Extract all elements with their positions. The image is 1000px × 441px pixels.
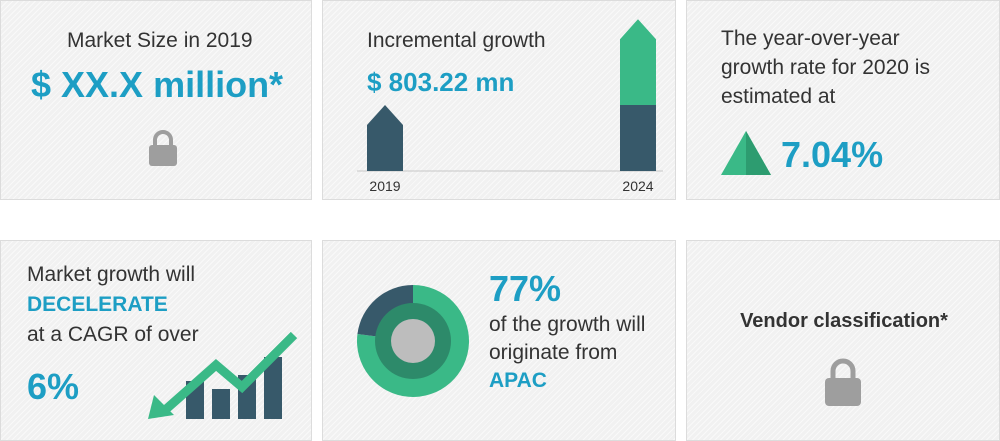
region-text-line1: of the growth will — [489, 313, 646, 336]
cagr-text-line1: Market growth will — [27, 263, 196, 286]
bar-base-2019 — [367, 105, 403, 171]
yoy-text-line1: The year-over-year — [721, 27, 900, 50]
market-size-label: Market Size in 2019 — [67, 29, 253, 52]
incremental-growth-card: Incremental growth $ 803.22 mn 2019 2024 — [322, 0, 676, 200]
region-highlight: APAC — [489, 369, 547, 392]
region-text-line2: originate from — [489, 341, 618, 364]
yoy-growth-card: The year-over-year growth rate for 2020 … — [686, 0, 1000, 200]
bar-increment-2024 — [620, 19, 656, 106]
tick-label-2024: 2024 — [622, 178, 653, 194]
vendor-label: Vendor classification* — [740, 310, 948, 332]
triangle-up-icon — [721, 131, 771, 175]
vendor-card: Vendor classification* — [686, 240, 1000, 441]
market-size-card: Market Size in 2019 $ XX.X million* — [0, 0, 312, 200]
donut-hole — [391, 319, 435, 363]
trend-arrow-icon — [148, 331, 298, 419]
tick-label-2019: 2019 — [369, 178, 400, 194]
market-size-value: $ XX.X million* — [31, 64, 284, 105]
region-card: 77% of the growth will originate from AP… — [322, 240, 676, 441]
cagr-text-line3: at a CAGR of over — [27, 323, 199, 346]
region-value: 77% — [489, 268, 562, 309]
region-donut-chart — [357, 285, 469, 397]
yoy-value: 7.04% — [781, 134, 884, 175]
incremental-growth-label: Incremental growth — [367, 29, 546, 52]
yoy-text-line3: estimated at — [721, 85, 836, 108]
lock-icon — [149, 130, 177, 166]
lock-icon — [825, 358, 861, 406]
incremental-growth-chart: 2019 2024 — [357, 19, 663, 194]
yoy-text-line2: growth rate for 2020 is — [721, 56, 930, 79]
cagr-value: 6% — [27, 366, 80, 407]
cagr-card: Market growth will DECELERATE at a CAGR … — [0, 240, 312, 441]
incremental-growth-value: $ 803.22 mn — [367, 67, 515, 97]
bar-base-2024 — [620, 105, 656, 171]
cagr-highlight: DECELERATE — [27, 293, 168, 316]
